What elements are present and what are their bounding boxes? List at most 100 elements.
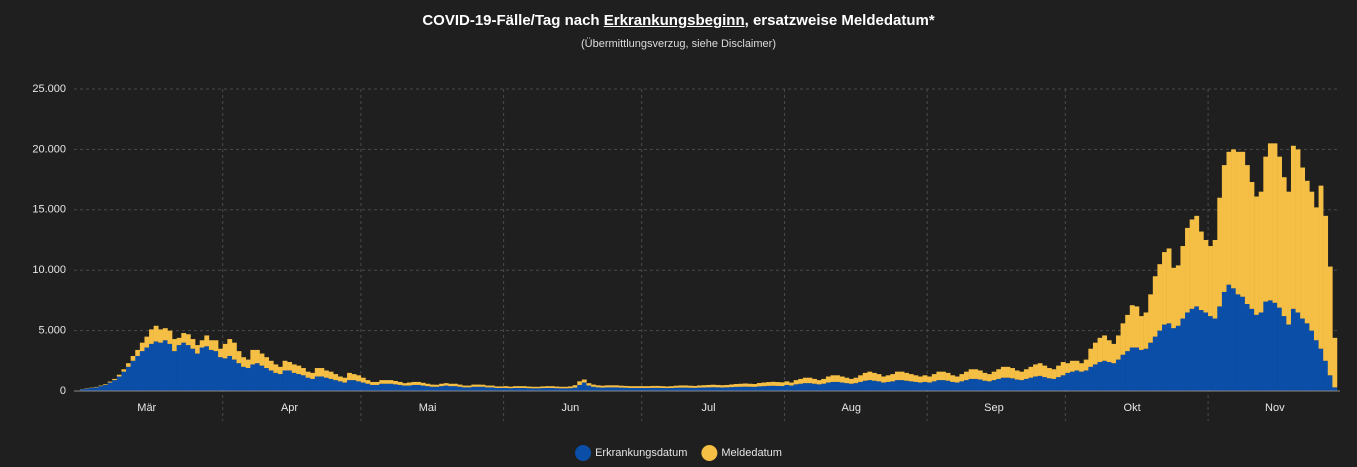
bar [673,387,679,391]
bar [641,386,647,388]
bar [1198,231,1204,311]
title-part: , ersatzweise Meldedatum* [744,12,935,29]
bar [517,387,523,391]
bar [1033,376,1038,391]
bar [301,368,306,376]
bar [1323,215,1329,361]
bar [374,384,380,391]
bar [876,374,882,382]
bar [379,380,385,384]
bar [540,388,546,391]
bar [604,387,610,391]
bar [918,376,923,383]
bar [1046,378,1052,391]
bar [1111,343,1117,364]
bar [1102,335,1108,361]
bar [1023,369,1029,379]
bar [411,381,417,385]
x-tick-label: Nov [1265,402,1285,414]
bar [660,387,666,391]
bar [319,368,325,377]
bar [545,387,550,391]
bar [761,386,767,391]
bar [1189,308,1195,391]
bar [973,378,979,391]
bar [1208,316,1213,391]
bar [687,387,693,391]
bar [254,349,260,364]
bar [581,382,587,391]
bar [743,386,748,391]
bar [268,360,274,371]
bar [489,387,495,391]
bar [503,387,509,391]
bar [172,339,177,352]
bar [950,381,956,391]
bar [1217,306,1223,391]
bar [609,385,615,388]
legend: Erkrankungsdatum Meldedatum [575,445,782,461]
bar [254,363,260,391]
bar [485,385,491,388]
bar [383,380,389,384]
bar [393,380,398,385]
bar [264,357,270,369]
bar [894,371,900,381]
bar [241,366,247,391]
bar [130,360,136,391]
bar [614,387,619,391]
bar [112,378,118,381]
bar [121,371,127,391]
bar [701,387,707,391]
bar [356,375,362,382]
bar [190,339,196,349]
bar [563,386,569,389]
bar [1221,291,1227,391]
bar [259,353,265,366]
bar [531,386,537,389]
bar [139,351,145,391]
bar [107,381,113,383]
bar [374,381,380,385]
bar [1327,266,1333,376]
bar [1079,363,1085,372]
bar [1263,301,1269,391]
bar [347,372,352,381]
bar [1318,348,1324,391]
bar [1313,207,1319,341]
bar [420,385,426,391]
bar [867,380,873,391]
bar [950,375,956,382]
bar [241,357,247,367]
bar [103,384,108,385]
bar [752,383,758,387]
bar [301,375,306,391]
bar [793,380,799,385]
bar [835,381,840,391]
bar [641,387,647,391]
bar [1162,324,1167,391]
bar [669,386,675,388]
bar [1304,323,1310,391]
bar [1139,316,1144,350]
bar [904,372,910,381]
bar [770,385,776,391]
bar [968,378,974,391]
bar [158,342,164,391]
bar [1313,340,1319,391]
bar [977,379,983,391]
bar [1272,143,1278,303]
bar [798,378,804,384]
bar [600,387,606,391]
bar [351,374,357,381]
bar [899,380,905,391]
bar [1051,369,1057,379]
bar [204,346,210,391]
bar [1309,330,1315,391]
bar [287,370,293,391]
bar [696,385,702,388]
bar [397,384,403,391]
bar [1037,375,1043,391]
bar [982,380,988,391]
bar [683,387,689,391]
